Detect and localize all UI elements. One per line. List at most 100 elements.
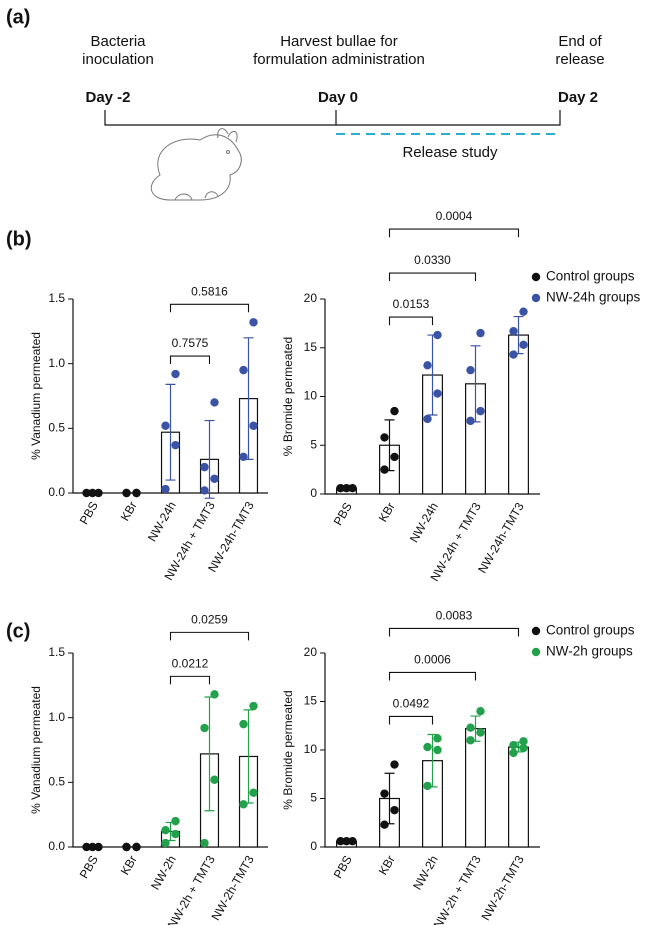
- data-point: [433, 745, 442, 755]
- x-tick-label: NW-2h-TMT3: [478, 853, 527, 923]
- data-point: [348, 483, 357, 493]
- y-tick-label: 15: [304, 340, 318, 354]
- day-label: Day -2: [85, 89, 130, 106]
- x-tick-label: KBr: [376, 853, 398, 877]
- x-tick-label: PBS: [331, 500, 355, 528]
- comparison-bracket: [169, 675, 211, 685]
- data-point: [509, 326, 518, 336]
- data-point: [161, 484, 170, 494]
- y-tick-label: 0.5: [48, 775, 65, 789]
- data-point: [82, 842, 91, 852]
- y-tick-label: 5: [310, 437, 317, 451]
- data-point: [390, 805, 399, 815]
- data-point: [342, 836, 351, 846]
- comparison-bracket: [388, 715, 434, 725]
- y-tick-label: 1.5: [48, 291, 65, 305]
- y-tick-label: 1.5: [48, 645, 65, 659]
- p-value: 0.0492: [393, 697, 430, 711]
- data-point: [171, 816, 180, 826]
- data-point: [390, 760, 399, 769]
- y-tick-label: 1.0: [48, 356, 65, 370]
- comparison-bracket: [388, 627, 520, 637]
- y-tick-label: 0: [310, 486, 317, 500]
- data-point: [423, 742, 432, 752]
- panel-label: (c): [6, 620, 30, 642]
- data-point: [161, 825, 170, 835]
- p-value: 0.0330: [414, 253, 451, 267]
- data-point: [423, 361, 432, 370]
- data-point: [200, 838, 209, 848]
- panel-label: (b): [6, 228, 32, 250]
- data-point: [433, 734, 442, 743]
- bar: [508, 334, 529, 495]
- data-point: [433, 389, 442, 398]
- data-point: [466, 365, 475, 375]
- data-point: [132, 488, 141, 498]
- p-value: 0.0153: [393, 297, 430, 311]
- data-point: [476, 406, 485, 416]
- y-tick-label: 0.0: [48, 839, 65, 853]
- data-point: [249, 701, 258, 711]
- chinchilla-sketch: [150, 128, 242, 201]
- data-point: [519, 737, 528, 746]
- legend-marker: [531, 647, 541, 657]
- comparison-bracket: [169, 355, 211, 365]
- data-point: [88, 488, 97, 498]
- data-point: [348, 836, 357, 846]
- legend-label: NW-2h groups: [546, 644, 633, 659]
- y-tick-label: 1.0: [48, 710, 65, 724]
- x-tick-label: PBS: [77, 499, 101, 527]
- event-title: Bacteria: [90, 33, 146, 50]
- data-point: [239, 365, 248, 375]
- x-tick-label: PBS: [77, 853, 101, 881]
- x-tick-label: KBr: [118, 499, 140, 523]
- y-tick-label: 0: [310, 839, 317, 853]
- data-point: [132, 842, 141, 852]
- data-point: [210, 398, 219, 407]
- p-value: 0.0212: [172, 657, 209, 671]
- timeline-axis: [104, 110, 561, 126]
- data-point: [423, 414, 432, 424]
- p-value: 0.7575: [172, 336, 209, 350]
- comparison-bracket: [388, 316, 434, 326]
- y-tick-label: 5: [310, 791, 317, 805]
- x-tick-label: KBr: [118, 853, 140, 877]
- day-label: Day 0: [318, 89, 358, 106]
- data-point: [390, 452, 399, 462]
- event-title: End of: [558, 33, 602, 50]
- legend-label: NW-24h groups: [546, 290, 641, 305]
- data-point: [380, 789, 389, 798]
- event-title: Harvest bullae for: [280, 33, 398, 50]
- event-title: inoculation: [82, 51, 154, 68]
- y-tick-label: 10: [304, 389, 318, 403]
- data-point: [171, 829, 180, 839]
- comparison-bracket: [388, 272, 477, 282]
- y-axis-label: % Vanadium permeated: [29, 332, 43, 460]
- data-point: [336, 836, 345, 846]
- data-point: [210, 775, 219, 784]
- data-point: [210, 690, 219, 699]
- y-tick-label: 20: [304, 645, 318, 659]
- data-point: [509, 740, 518, 750]
- bar: [465, 728, 486, 848]
- data-point: [509, 748, 518, 758]
- data-point: [380, 820, 389, 829]
- data-point: [249, 421, 258, 430]
- data-point: [82, 488, 91, 498]
- x-tick-label: NW-2h: [410, 853, 441, 892]
- data-point: [249, 318, 258, 327]
- y-axis-label: % Bromide permeated: [281, 337, 295, 456]
- data-point: [342, 483, 351, 493]
- p-value: 0.0004: [436, 209, 473, 223]
- data-point: [476, 728, 485, 737]
- x-tick-label: NW-24h: [407, 500, 441, 545]
- y-tick-label: 0.0: [48, 485, 65, 499]
- error-bar: [204, 419, 215, 499]
- legend-marker: [531, 272, 541, 282]
- data-point: [380, 433, 389, 442]
- x-tick-label: NW-24h-TMT3: [475, 500, 527, 576]
- y-axis-label: % Vanadium permeated: [29, 686, 43, 814]
- legend-marker: [531, 626, 541, 636]
- data-point: [122, 488, 131, 498]
